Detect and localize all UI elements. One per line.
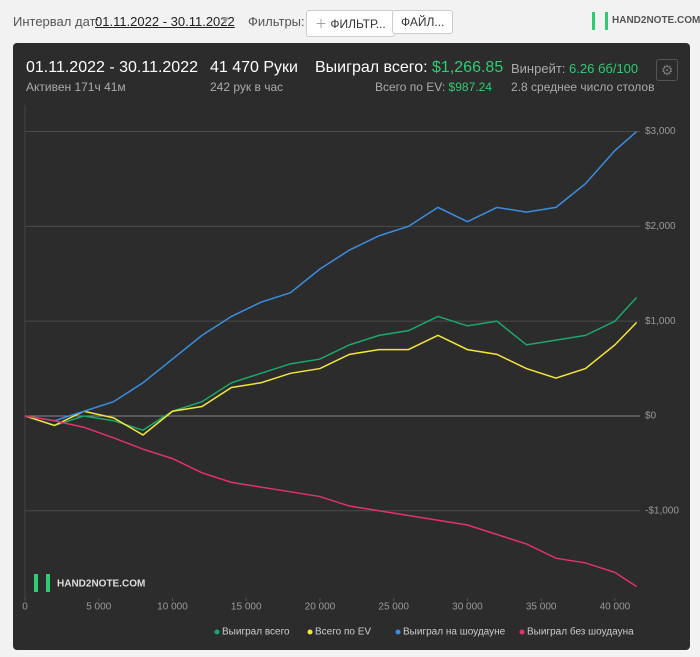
settings-button[interactable]: ⚙ [656, 59, 678, 81]
legend-marker [395, 629, 401, 635]
won-total: Выиграл всего: $1,266.85 [315, 59, 503, 77]
active-time: Активен 171ч 41м [26, 80, 126, 94]
x-tick-label: 0 [22, 602, 28, 613]
logo-icon [592, 12, 608, 30]
filter-button-text: ФИЛЬТР... [330, 17, 386, 31]
file-button[interactable]: ФАЙЛ... [392, 10, 454, 34]
stats-panel [13, 43, 690, 650]
ev-label: Всего по EV: [375, 80, 446, 94]
x-tick-label: 40 000 [600, 602, 631, 613]
series-line [24, 321, 638, 436]
date-label: Интервал дат: [13, 14, 100, 29]
filters-label: Фильтры: [248, 14, 305, 29]
series-line [24, 415, 638, 588]
won-value: $1,266.85 [432, 59, 504, 76]
series-line [24, 296, 638, 432]
y-tick-label: $0 [645, 411, 657, 422]
watermark-icon [34, 574, 38, 592]
date-range[interactable]: 01.11.2022 - 30.11.2022 [95, 14, 235, 29]
legend-label: Выиграл без шоудауна [527, 626, 634, 638]
legend-label: Выиграл на шоудауне [403, 627, 506, 638]
tables: 2.8 среднее число столов [511, 80, 655, 94]
x-tick-label: 25 000 [378, 602, 409, 613]
x-tick-label: 10 000 [157, 602, 188, 613]
logo: HAND2NOTE.COM [612, 15, 700, 26]
x-tick-label: 20 000 [305, 602, 336, 613]
hands-per-hour: 242 рук в час [210, 80, 284, 94]
legend-marker [519, 629, 525, 635]
watermark: HAND2NOTE.COM [57, 579, 145, 590]
watermark-icon [46, 574, 50, 592]
won-label: Выиграл всего: [315, 59, 428, 76]
y-tick-label: -$1,000 [645, 505, 679, 516]
series-line [24, 130, 638, 422]
ev-value: $987.24 [448, 80, 492, 94]
x-tick-label: 30 000 [452, 602, 483, 613]
y-tick-label: $1,000 [645, 316, 676, 327]
period: 01.11.2022 - 30.11.2022 [26, 59, 198, 76]
plus-icon: ＋ [315, 17, 331, 31]
hands: 41 470 Руки [210, 59, 298, 76]
ev-total: Всего по EV: $987.24 [375, 80, 492, 94]
x-tick-label: 5 000 [86, 602, 111, 613]
winrate-label: Винрейт: [511, 61, 566, 76]
x-tick-label: 15 000 [231, 602, 262, 613]
legend-label: Всего по EV [315, 627, 371, 638]
winrate-value: 6.26 бб/100 [569, 61, 639, 76]
winrate: Винрейт: 6.26 бб/100 [511, 61, 638, 76]
y-tick-label: $3,000 [645, 126, 676, 137]
filter-button[interactable]: ＋ ФИЛЬТР... [306, 10, 395, 37]
y-tick-label: $2,000 [645, 221, 676, 232]
x-tick-label: 35 000 [526, 602, 557, 613]
legend-marker [307, 629, 313, 635]
legend-label: Выиграл всего [222, 627, 290, 638]
dropdown-arrow[interactable]: ▾ [222, 12, 229, 27]
legend-marker [214, 629, 220, 635]
